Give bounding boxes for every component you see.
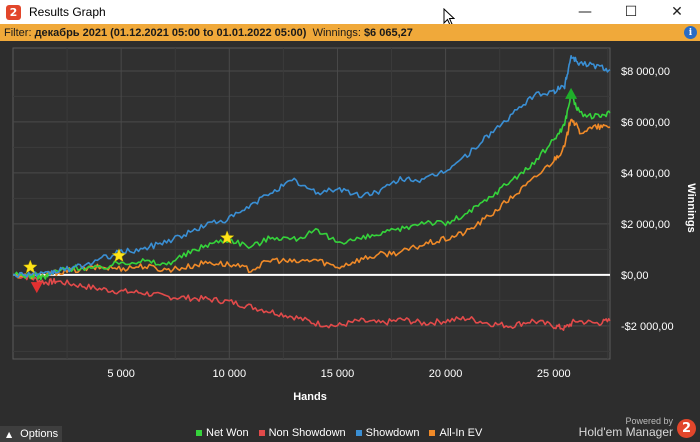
chart-legend: Net Won Non Showdown Showdown All-In EV (196, 427, 492, 439)
winnings-label: Winnings: (312, 26, 361, 39)
results-chart: $8 000,00 $6 000,00 $4 000,00 $2 000,00 $0,0… (12, 47, 697, 403)
markers (22, 87, 578, 294)
legend-item-all-in-ev[interactable]: All-In EV (429, 427, 482, 439)
x-tick-label: 5 000 (107, 368, 135, 380)
window-title: Results Graph (29, 5, 106, 19)
filter-value: декабрь 2021 (01.12.2021 05:00 to 01.01.… (34, 26, 307, 39)
series-line-non-showdown (12, 274, 611, 332)
filter-prefix: Filter: (4, 26, 32, 39)
title-bar: 2 Results Graph — ☐ ✕ (0, 0, 700, 26)
legend-swatch (429, 430, 436, 436)
plot-area (12, 47, 611, 360)
series-line-showdown (12, 55, 611, 278)
brand-name: Hold'em Manager (578, 425, 673, 440)
minimize-button[interactable]: — (578, 4, 592, 20)
y-axis-title: Winnings (685, 183, 697, 232)
window-controls: — ☐ ✕ (562, 0, 700, 24)
legend-label: Showdown (365, 427, 420, 439)
y-tick-label: $6 000,00 (621, 117, 670, 129)
options-button[interactable]: ▲ Options (0, 426, 62, 442)
y-tick-label: $4 000,00 (621, 168, 670, 180)
x-tick-label: 10 000 (212, 368, 246, 380)
x-tick-label: 20 000 (429, 368, 463, 380)
x-tick-label: 15 000 (321, 368, 355, 380)
y-tick-label: $8 000,00 (621, 66, 670, 78)
x-tick-label: 25 000 (537, 368, 571, 380)
y-tick-labels: $8 000,00 $6 000,00 $4 000,00 $2 000,00 $0,0… (621, 66, 674, 333)
options-label: Options (20, 428, 59, 440)
y-tick-label: $2 000,00 (621, 219, 670, 231)
legend-label: Net Won (206, 427, 249, 439)
powered-by-label: Powered by (625, 416, 673, 426)
chevron-up-icon: ▲ (6, 429, 13, 439)
star-marker (111, 248, 127, 262)
legend-swatch (196, 430, 202, 436)
series-lines (12, 55, 611, 332)
brand-text: Powered by Hold'em Manager (578, 416, 673, 440)
filter-bar: Filter: декабрь 2021 (01.12.2021 05:00 t… (0, 24, 700, 41)
x-axis-title: Hands (293, 391, 327, 403)
triangle-down-marker (30, 282, 43, 294)
maximize-button[interactable]: ☐ (624, 4, 638, 20)
legend-swatch (258, 430, 265, 436)
triangle-up-marker (565, 87, 578, 99)
legend-item-showdown[interactable]: Showdown (355, 427, 420, 439)
x-tick-labels: 5 000 10 000 15 000 20 000 25 000 (107, 368, 570, 380)
legend-label: Non Showdown (268, 427, 346, 439)
series-line-net-won (12, 91, 611, 281)
legend-label: All-In EV (439, 427, 483, 439)
y-tick-label: $0,00 (621, 270, 649, 282)
star-marker (22, 259, 38, 274)
brand-block: Powered by Hold'em Manager 2 (578, 416, 696, 440)
app-logo-icon: 2 (6, 4, 21, 20)
winnings-value: $6 065,27 (363, 26, 413, 39)
info-icon[interactable]: i (684, 26, 697, 39)
close-button[interactable]: ✕ (671, 4, 683, 20)
legend-item-non-showdown[interactable]: Non Showdown (258, 427, 346, 439)
y-tick-label: -$2 000,00 (621, 321, 674, 333)
legend-swatch (355, 430, 362, 436)
legend-item-net-won[interactable]: Net Won (196, 427, 249, 439)
star-marker (219, 230, 235, 245)
holdem-manager-logo-icon: 2 (677, 418, 696, 438)
